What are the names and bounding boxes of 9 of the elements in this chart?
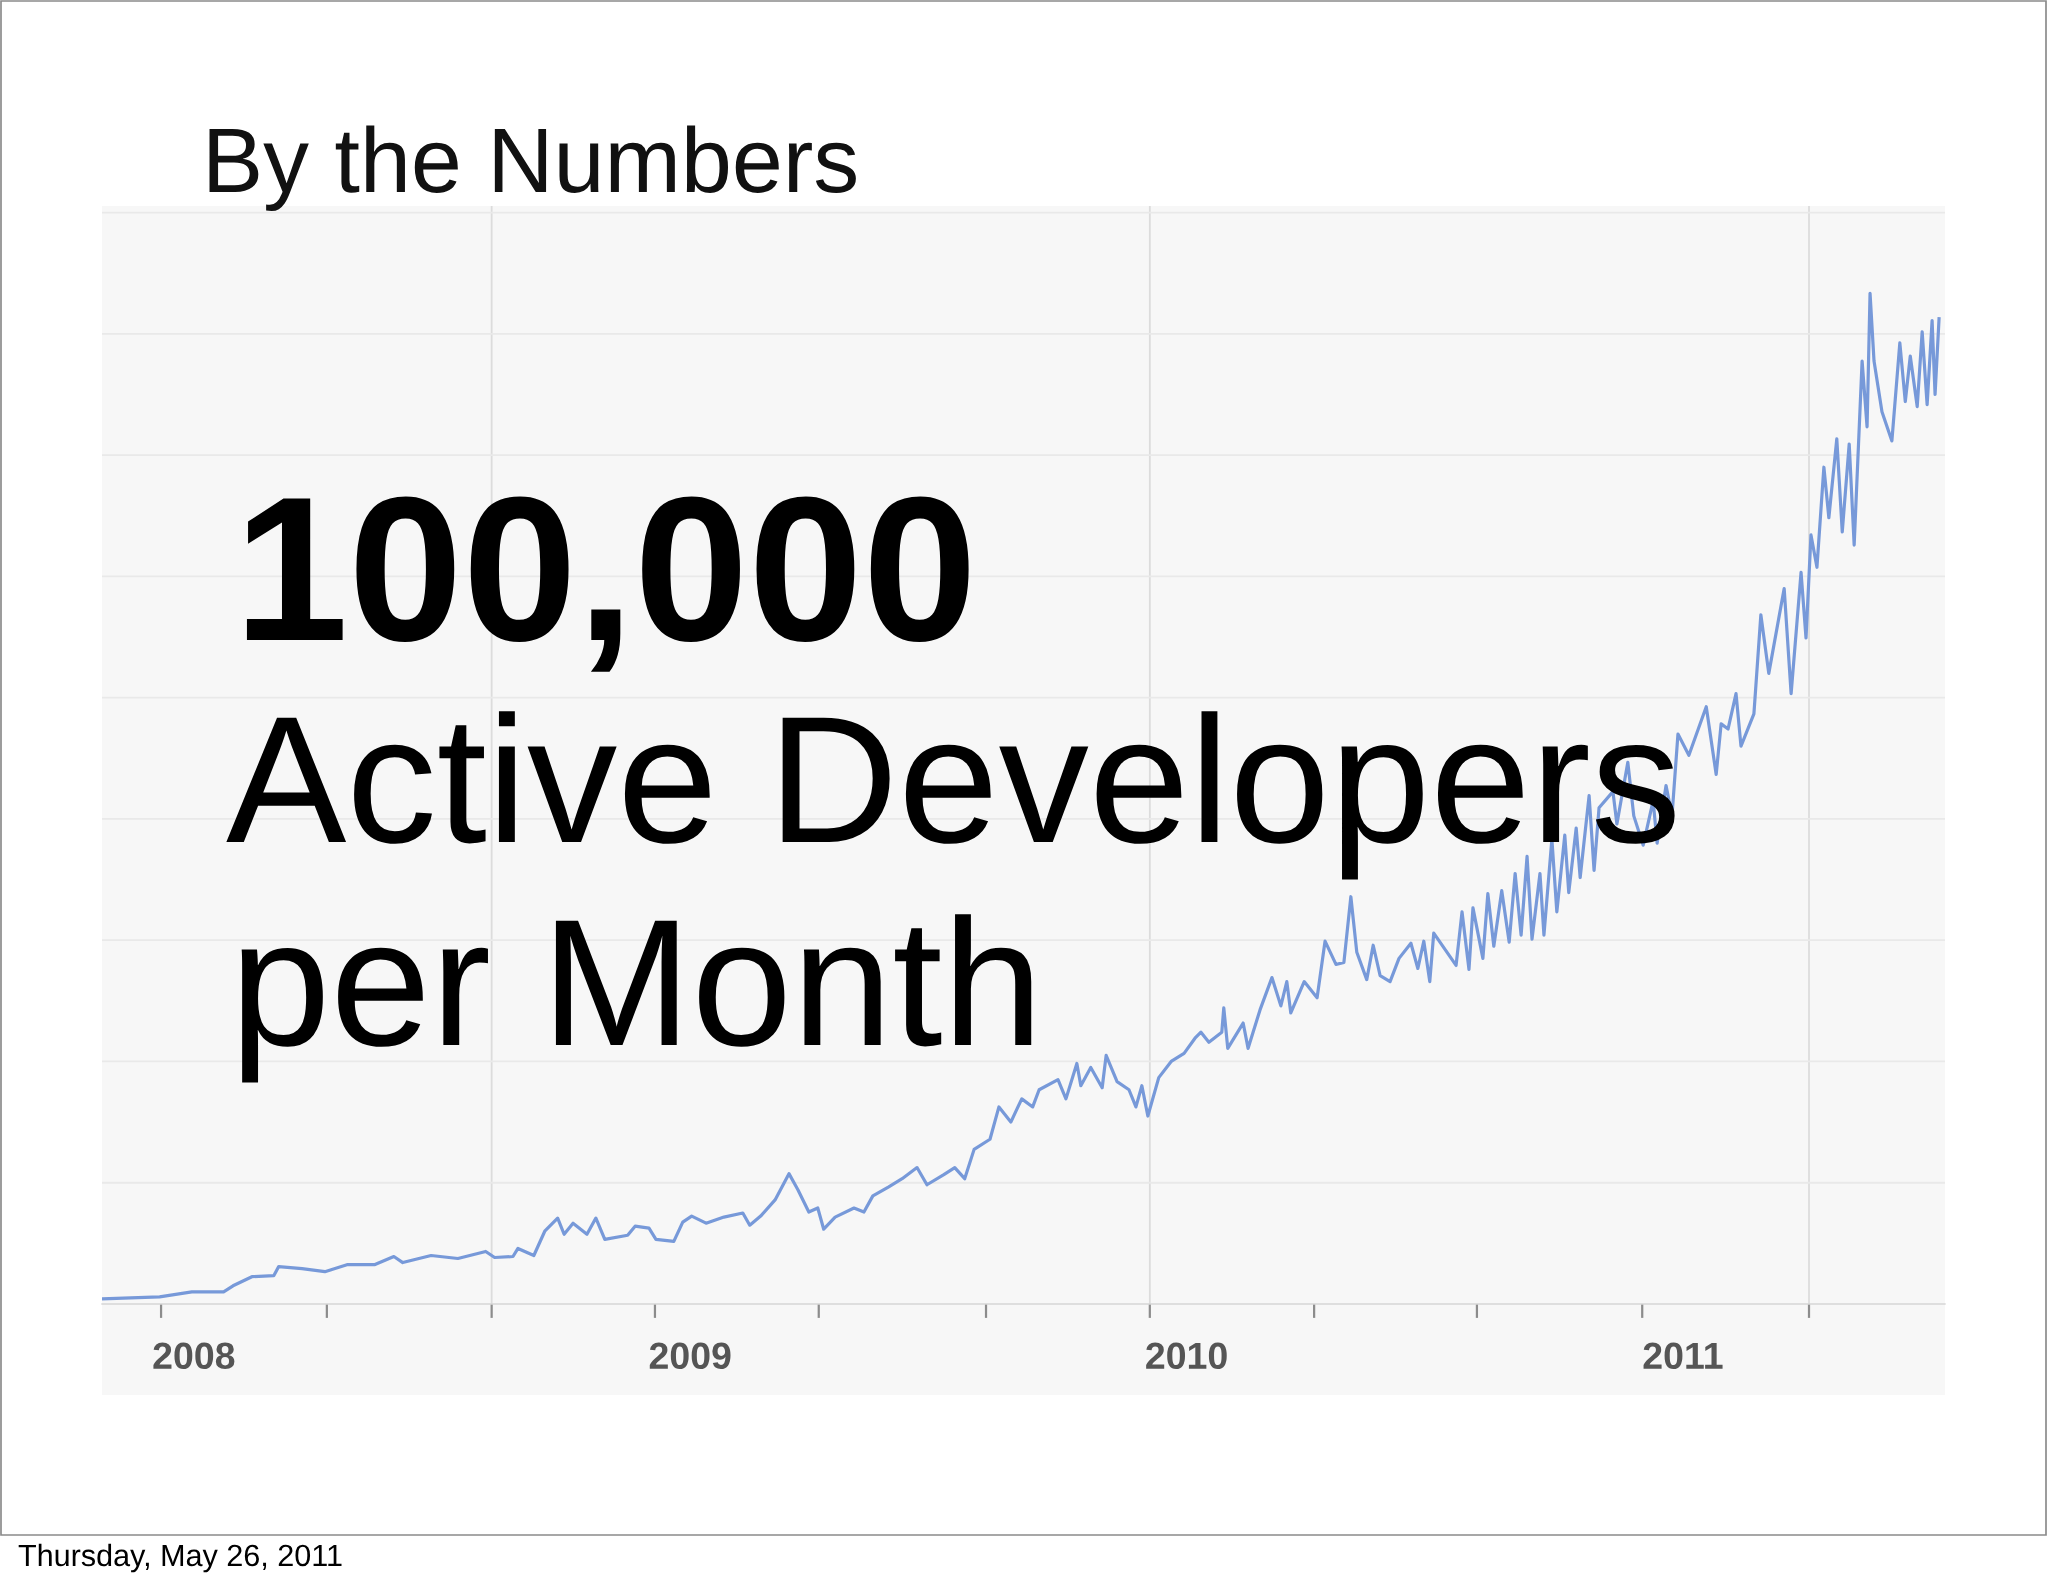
- annotation: Active Developers: [226, 711, 1675, 880]
- x-tick-label: 2009: [649, 1342, 731, 1370]
- annotation: per Month: [241, 914, 1032, 1083]
- chart-title: By the Numbers: [209, 125, 856, 212]
- x-tick-label: 2008: [153, 1342, 235, 1370]
- x-tick-label: 2010: [1146, 1342, 1227, 1370]
- annotation: 100,000: [246, 496, 969, 672]
- text: Thursday, May 26, 2011: [18, 1543, 342, 1573]
- x-tick-label: 2011: [1643, 1342, 1723, 1370]
